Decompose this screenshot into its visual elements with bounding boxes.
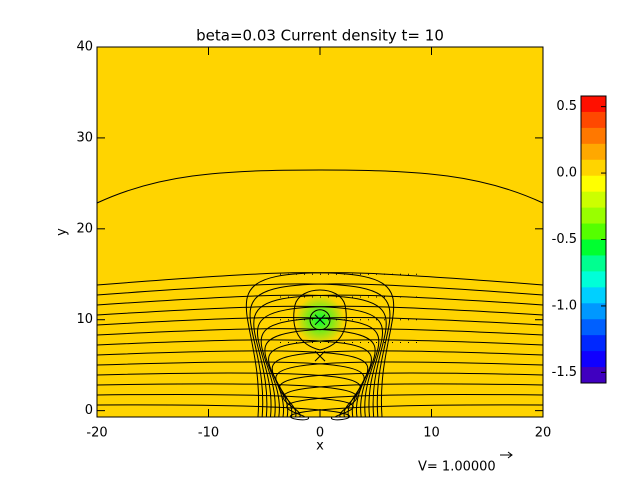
- field-line: [96, 283, 391, 418]
- colorbar-band: [581, 143, 606, 161]
- colorbar-band: [581, 351, 606, 368]
- vector-arrow: [500, 451, 513, 459]
- field-line: [96, 383, 358, 418]
- plot-background: [97, 47, 543, 417]
- colorbar-tick-label: -1.5: [552, 365, 577, 380]
- colorbar-band: [581, 271, 606, 288]
- field-line: [286, 393, 544, 418]
- field-line: [96, 169, 544, 204]
- colorbar-band: [581, 335, 606, 352]
- x-tick-label: -10: [198, 426, 219, 441]
- colorbar-tick-label: -1.0: [552, 298, 577, 313]
- colorbar-band: [581, 287, 606, 304]
- colorbar-band: [581, 96, 606, 113]
- colorbar-band: [581, 367, 606, 384]
- field-line: [96, 305, 384, 418]
- chart-title: beta=0.03 Current density t= 10: [196, 27, 444, 45]
- colorbar-band: [581, 127, 606, 145]
- colorbar-band: [581, 207, 606, 225]
- wire-marker: [314, 350, 326, 362]
- field-line: [96, 339, 372, 418]
- colorbar-band: [581, 191, 606, 209]
- field-line: [96, 372, 361, 418]
- field-line: [96, 404, 351, 421]
- field-line: [256, 305, 544, 418]
- field-line: [279, 372, 544, 418]
- vector-label: V= 1.00000: [418, 460, 496, 475]
- field-line: [96, 317, 380, 418]
- colorbar-band: [581, 223, 606, 240]
- field-line: [268, 339, 544, 418]
- x-axis-label: x: [316, 439, 324, 454]
- field-line: [282, 383, 544, 418]
- colorbar-band: [581, 159, 606, 177]
- field-line: [96, 294, 387, 418]
- y-tick-label: 10: [76, 312, 93, 327]
- y-tick-label: 30: [76, 130, 93, 145]
- field-line: [245, 272, 544, 418]
- x-tick-label: 10: [423, 426, 440, 441]
- wire-marker: [314, 314, 326, 326]
- x-tick-label: -20: [86, 426, 107, 441]
- separatrix: [293, 289, 347, 351]
- colorbar-band: [581, 319, 606, 336]
- y-tick-label: 20: [76, 221, 93, 236]
- colorbar-tick-label: -0.5: [552, 232, 577, 247]
- y-tick-label: 40: [76, 40, 93, 55]
- colorbar-band: [581, 303, 606, 320]
- colorbar-tick-label: 0.0: [556, 166, 577, 181]
- field-line: [249, 283, 544, 418]
- colorbar-band: [581, 255, 606, 272]
- field-line: [96, 272, 395, 418]
- inner-field-line: [309, 309, 331, 331]
- colorbar-band: [581, 175, 606, 193]
- x-tick-label: 20: [535, 426, 552, 441]
- y-axis-label: y: [55, 228, 70, 236]
- field-line: [260, 317, 544, 418]
- field-line: [289, 404, 544, 421]
- field-line: [253, 294, 544, 418]
- x-tick-label: 0: [316, 426, 324, 441]
- colorbar-band: [581, 239, 606, 256]
- field-line: [96, 393, 354, 418]
- colorbar-band: [581, 111, 606, 129]
- field-lines: [96, 169, 544, 421]
- y-tick-label: 0: [85, 403, 93, 418]
- colorbar-tick-label: 0.5: [556, 99, 577, 114]
